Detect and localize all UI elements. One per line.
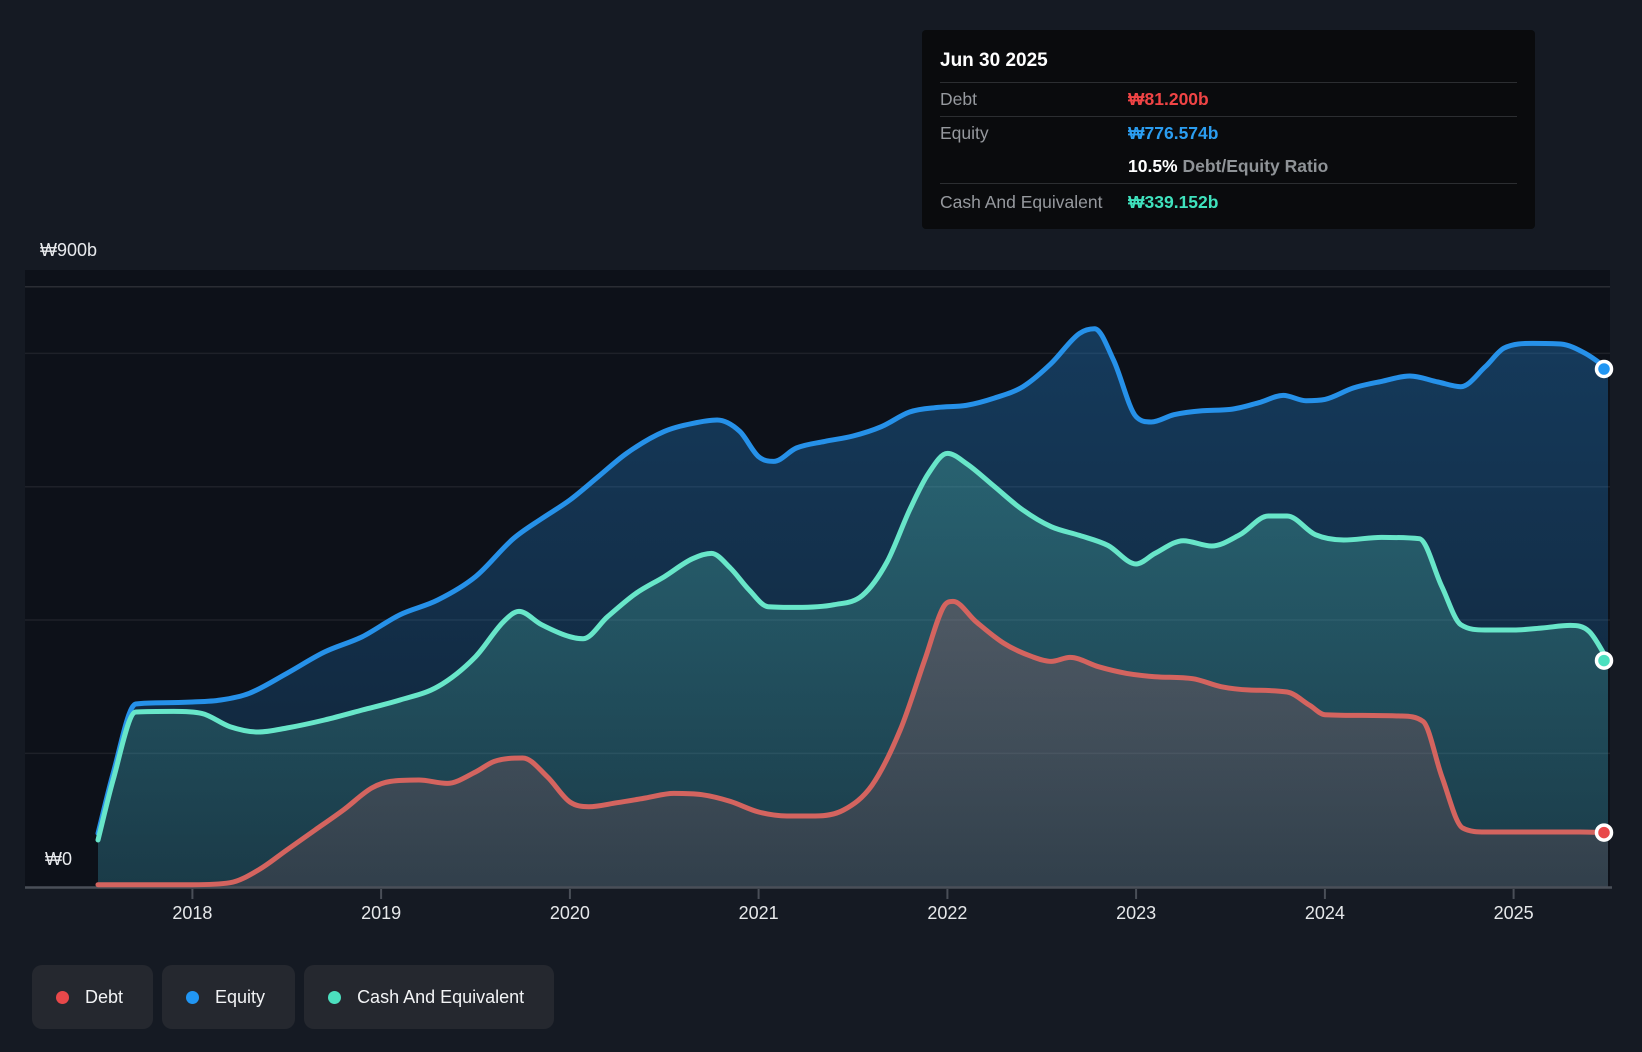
chart-legend: Debt Equity Cash And Equivalent [32, 965, 555, 1029]
x-tick-label-2022: 2022 [927, 903, 967, 923]
legend-item-cash[interactable]: Cash And Equivalent [304, 965, 555, 1029]
tooltip-row-cash: Cash And Equivalent ₩339.152b [940, 184, 1517, 221]
legend-cash-label: Cash And Equivalent [357, 986, 525, 1007]
legend-debt-label: Debt [85, 986, 124, 1007]
x-tick-label-2023: 2023 [1116, 903, 1156, 923]
tooltip-debt-value: ₩81.200b [1128, 89, 1209, 109]
legend-item-debt[interactable]: Debt [32, 965, 154, 1029]
debt-legend-dot-icon [56, 990, 69, 1004]
legend-item-equity[interactable]: Equity [162, 965, 296, 1029]
x-tick-label-2021: 2021 [739, 903, 779, 923]
tooltip-row-ratio: 10.5% Debt/Equity Ratio [940, 150, 1517, 184]
tooltip-cash-label: Cash And Equivalent [940, 192, 1103, 212]
tooltip-row-equity: Equity ₩776.574b [940, 117, 1517, 150]
tooltip-ratio: 10.5% Debt/Equity Ratio [1128, 156, 1328, 177]
tooltip-ratio-value: 10.5% [1128, 156, 1178, 176]
tooltip-cash-value: ₩339.152b [1128, 192, 1219, 212]
x-tick-label-2018: 2018 [172, 903, 212, 923]
y-axis-label-max: ₩900b [40, 240, 98, 260]
debt-end-marker[interactable] [1594, 823, 1614, 842]
y-axis-label-zero: ₩0 [45, 849, 72, 869]
tooltip-date: Jun 30 2025 [940, 40, 1517, 83]
tooltip-equity-label: Equity [940, 123, 989, 143]
tooltip-debt-label: Debt [940, 89, 977, 109]
chart-tooltip: Jun 30 2025 Debt ₩81.200b Equity ₩776.57… [922, 30, 1535, 229]
x-tick-label-2024: 2024 [1305, 903, 1345, 923]
x-tick-label-2019: 2019 [361, 903, 401, 923]
equity-line [95, 326, 1611, 836]
debt-area [98, 601, 1608, 887]
tooltip-ratio-label: Debt/Equity Ratio [1182, 156, 1329, 176]
x-tick-label-2020: 2020 [550, 903, 590, 923]
x-tick-label-2025: 2025 [1494, 903, 1534, 923]
tooltip-equity-value: ₩776.574b [1128, 123, 1219, 143]
equity-legend-dot-icon [186, 990, 200, 1004]
debt-line [95, 598, 1611, 888]
legend-equity-label: Equity [215, 986, 266, 1007]
tooltip-row-debt: Debt ₩81.200b [940, 83, 1517, 117]
cash-line [95, 450, 1611, 843]
cash-end-marker[interactable] [1594, 651, 1614, 670]
equity-end-marker[interactable] [1594, 359, 1614, 379]
debt-equity-history-chart[interactable]: 2018 2019 2020 2021 2022 2023 2024 2025 [0, 0, 1642, 960]
cash-legend-dot-icon [328, 990, 342, 1004]
